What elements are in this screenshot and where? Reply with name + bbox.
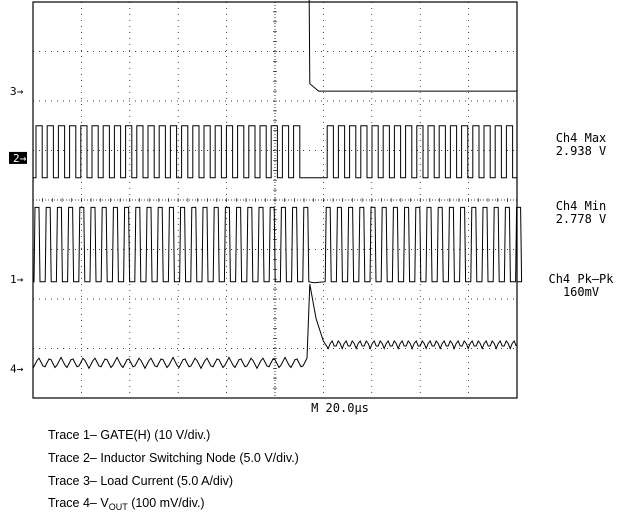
measurement-value: 160mV	[562, 285, 600, 299]
legend-trace-3: Trace 3– Load Current (5.0 A/div)	[48, 474, 234, 488]
channel-marker-label: 2→	[13, 152, 27, 165]
channel-markers: 3→ 2→ 1→ 4→	[9, 85, 27, 375]
legend-trace-4: Trace 4– VOUT (100 mV/div.)	[48, 496, 205, 512]
legend-suffix: (100 mV/div.)	[131, 496, 205, 510]
measurement-value: 2.938 V	[555, 144, 607, 158]
trace-1-line	[33, 206, 523, 284]
channel-marker-3: 3→	[10, 85, 24, 98]
legend-trace-2: Trace 2– Inductor Switching Node (5.0 V/…	[48, 451, 299, 465]
timebase-label: M 20.0µs	[311, 401, 369, 415]
measurement-ch4-pkpk: Ch4 Pk–Pk 160mV	[536, 273, 626, 299]
trace-2-line	[33, 125, 517, 179]
measurement-name: Ch4 Min	[555, 199, 607, 213]
trace-3-line	[308, 0, 517, 92]
legend-subscript: OUT	[108, 502, 128, 512]
legend-prefix: Trace 4	[48, 496, 90, 510]
channel-marker-label: 1→	[10, 273, 24, 286]
measurement-value: 2.778 V	[555, 212, 607, 226]
channel-marker-4: 4→	[10, 362, 24, 375]
legend-text: Load Current (5.0 A/div)	[100, 474, 234, 488]
measurement-ch4-min: Ch4 Min 2.778 V	[536, 200, 626, 226]
channel-marker-1: 1→	[10, 273, 24, 286]
legend-text: GATE(H) (10 V/div.)	[100, 428, 211, 442]
legend-text: V	[100, 496, 109, 510]
channel-marker-label: 4→	[10, 362, 24, 375]
legend-trace-1: Trace 1– GATE(H) (10 V/div.)	[48, 428, 211, 442]
legend-prefix: Trace 2	[48, 451, 90, 465]
channel-marker-box	[9, 151, 27, 164]
legend-text: Inductor Switching Node (5.0 V/div.)	[100, 451, 299, 465]
legend-prefix: Trace 1	[48, 428, 90, 442]
measurement-name: Ch4 Pk–Pk	[548, 272, 614, 286]
measurement-name: Ch4 Max	[555, 131, 607, 145]
trace-4-line	[32, 284, 517, 370]
channel-marker-label: 3→	[10, 85, 24, 98]
legend-prefix: Trace 3	[48, 474, 90, 488]
measurement-ch4-max: Ch4 Max 2.938 V	[536, 132, 626, 158]
waveform-traces	[32, 0, 523, 370]
channel-marker-2: 2→	[9, 151, 27, 165]
graticule	[32, 1, 518, 399]
